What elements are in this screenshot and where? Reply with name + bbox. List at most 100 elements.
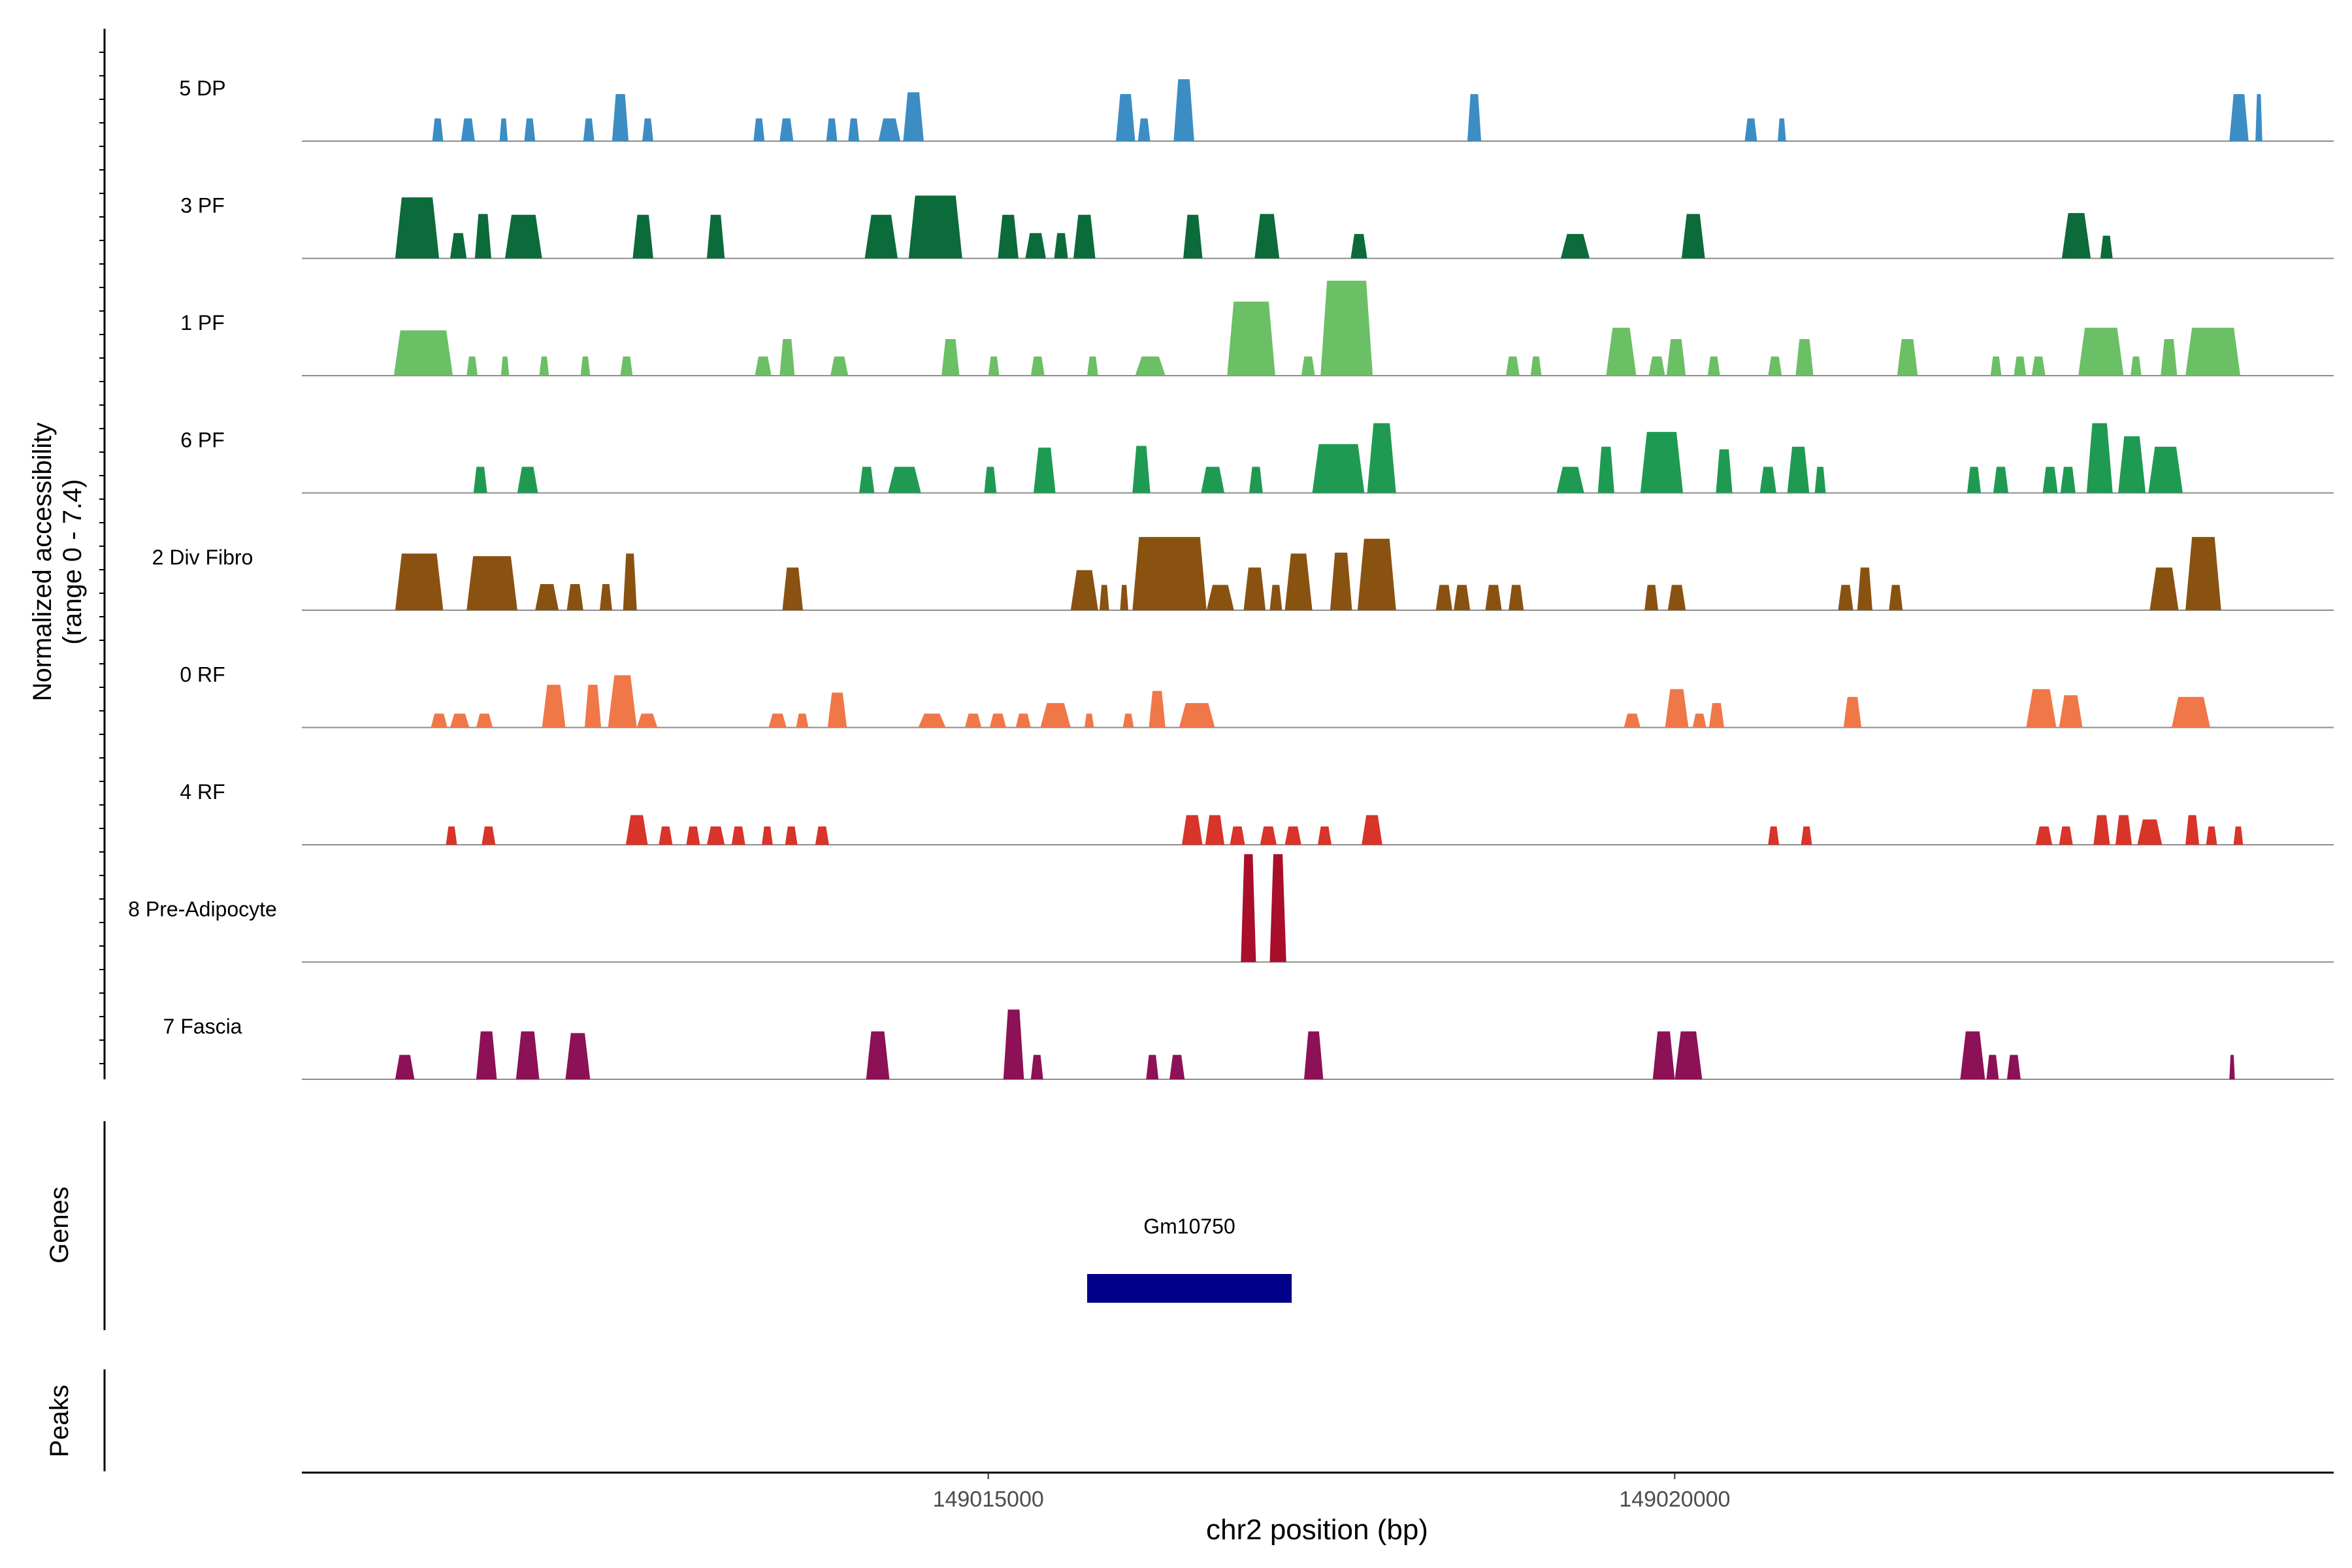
coverage-peak xyxy=(476,1031,497,1079)
coverage-peak xyxy=(1330,552,1352,610)
coverage-peak xyxy=(731,826,745,845)
coverage-peak xyxy=(1301,356,1315,376)
coverage-peak xyxy=(1560,234,1590,259)
coverage-peak xyxy=(706,214,725,259)
coverage-peak xyxy=(395,197,440,259)
coverage-peak xyxy=(1099,585,1109,610)
coverage-peak xyxy=(1206,585,1234,610)
coverage-peak xyxy=(1768,356,1782,376)
coverage-peak xyxy=(1015,713,1031,728)
coverage-peak xyxy=(1505,356,1520,376)
coverage-peak xyxy=(584,685,602,728)
coverage-peak xyxy=(446,826,457,845)
coverage-peak xyxy=(542,685,566,728)
coverage-peak xyxy=(2036,826,2053,845)
coverage-peak xyxy=(1435,585,1452,610)
coverage-peak xyxy=(1146,1054,1159,1079)
coverage-peak xyxy=(2148,446,2183,493)
coverage-peak xyxy=(2137,819,2163,845)
coverage-peak xyxy=(2026,689,2057,728)
coverage-peak xyxy=(466,356,478,376)
coverage-peak xyxy=(1838,585,1854,610)
coverage-peak xyxy=(888,466,921,493)
coverage-peak xyxy=(1284,826,1301,845)
track-8-pre-adipocyte: 8 Pre-Adipocyte xyxy=(128,854,2334,963)
coverage-peak xyxy=(706,826,725,845)
coverage-peak xyxy=(600,584,612,610)
coverage-peak xyxy=(918,713,946,728)
coverage-peak xyxy=(431,713,448,728)
coverage-peak xyxy=(1644,585,1659,610)
coverage-peak xyxy=(1122,713,1134,728)
x-tick-label: 149015000 xyxy=(933,1487,1044,1512)
coverage-peak xyxy=(1084,713,1094,728)
coverage-peak xyxy=(1744,118,1757,141)
coverage-peak xyxy=(1897,339,1918,376)
coverage-peak xyxy=(815,826,829,845)
coverage-peak xyxy=(1073,214,1096,259)
coverage-peak xyxy=(2185,815,2200,845)
track-label: 7 Fascia xyxy=(163,1015,242,1038)
x-axis-ticks: 149015000 149020000 xyxy=(933,1473,1730,1512)
coverage-peak xyxy=(1284,553,1313,610)
coverage-peak xyxy=(1509,585,1524,610)
coverage-peak xyxy=(473,466,487,493)
coverage-peak xyxy=(1674,1031,1703,1079)
coverage-peak xyxy=(2061,213,2091,259)
coverage-peak xyxy=(539,356,549,376)
coverage-peak xyxy=(859,466,875,493)
coverage-peak xyxy=(1318,826,1331,845)
coverage-peak xyxy=(998,214,1019,259)
coverage-peak xyxy=(1269,854,1286,962)
coverage-peak xyxy=(395,553,444,610)
coverage-peak xyxy=(1485,585,1502,610)
coverage-peak xyxy=(393,330,453,376)
coverage-peak xyxy=(866,1031,890,1079)
coverage-peak xyxy=(580,356,591,376)
coverage-peak xyxy=(1467,94,1482,141)
coverage-peak xyxy=(1454,585,1471,610)
coverage-peak xyxy=(1667,585,1686,610)
coverage-peak xyxy=(1169,1054,1185,1079)
coverage-peak xyxy=(1132,536,1207,610)
coverage-peak xyxy=(782,567,803,610)
coverage-peak xyxy=(1201,466,1225,493)
coverage-peak xyxy=(1652,1031,1675,1079)
coverage-peak xyxy=(1132,446,1151,493)
coverage-peak xyxy=(1120,585,1128,610)
coverage-peak xyxy=(2078,327,2124,376)
coverage-peak xyxy=(830,356,849,376)
coverage-peak xyxy=(1666,339,1686,376)
coverage-peak xyxy=(1648,356,1665,376)
coverage-tracks: 5 DP 3 PF 1 PF 6 PF 2 Div Fibro 0 RF 4 RF 8 Pre… xyxy=(128,76,2334,1080)
coverage-peak xyxy=(474,214,491,259)
gene-body xyxy=(1087,1274,1292,1303)
coverage-peak xyxy=(965,713,982,728)
coverage-peak xyxy=(1320,280,1373,376)
coverage-peak xyxy=(515,1031,540,1079)
coverage-peak xyxy=(848,118,860,141)
coverage-peak xyxy=(1260,826,1277,845)
coverage-peak xyxy=(785,826,798,845)
coverage-peak xyxy=(2229,1054,2235,1079)
coverage-peak xyxy=(779,339,795,376)
track-6-pf: 6 PF xyxy=(180,423,2334,494)
track-label: 3 PF xyxy=(180,194,225,218)
coverage-peak xyxy=(2255,94,2262,141)
coverage-peak xyxy=(1087,356,1098,376)
coverage-peak xyxy=(482,826,496,845)
coverage-peak xyxy=(2093,815,2110,845)
coverage-peak xyxy=(1759,466,1776,493)
coverage-peak xyxy=(1054,233,1068,259)
coverage-peak xyxy=(636,713,658,728)
track-2-div-fibro: 2 Div Fibro xyxy=(152,536,2334,611)
coverage-peak xyxy=(565,1033,591,1079)
coverage-peak xyxy=(753,118,765,141)
track-label: 4 RF xyxy=(180,780,225,804)
coverage-peak xyxy=(1993,466,2008,493)
y-axis-title-line1: Normalized accessibility xyxy=(28,423,57,702)
coverage-peak xyxy=(796,713,809,728)
coverage-peak xyxy=(499,118,508,141)
genes-panel-label: Genes xyxy=(45,1186,74,1264)
coverage-peak xyxy=(779,118,794,141)
